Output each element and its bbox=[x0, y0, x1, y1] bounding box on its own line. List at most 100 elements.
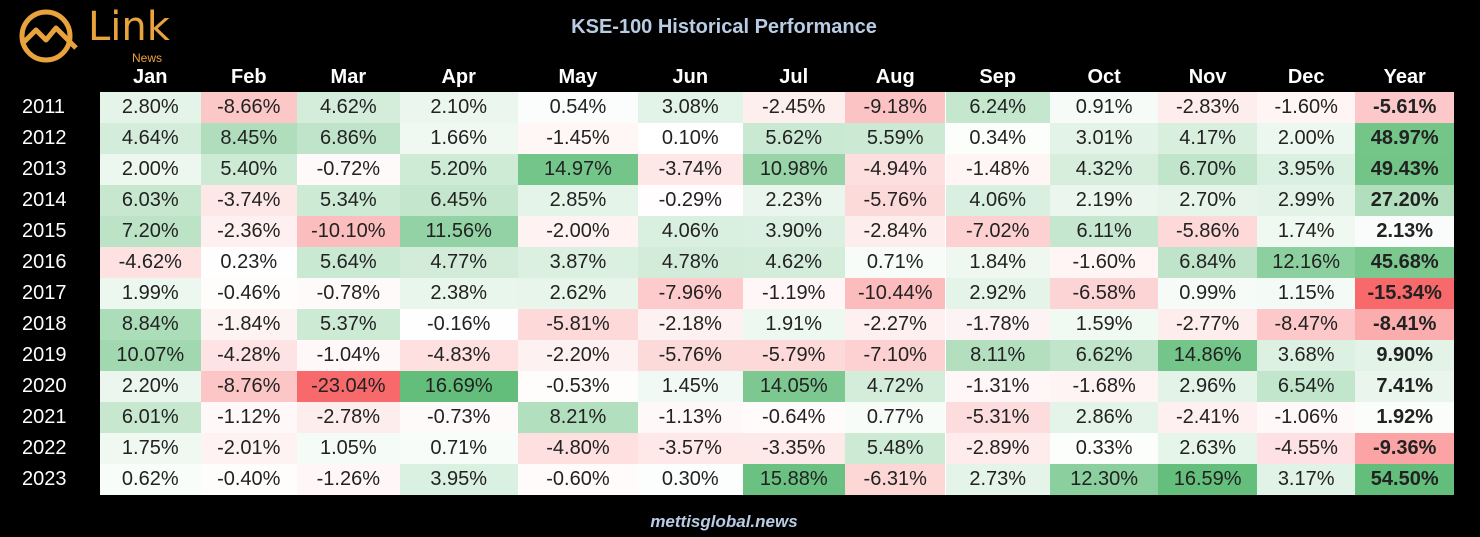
cell-2021-jun: -1.13% bbox=[638, 402, 743, 433]
row-label-2011: 2011 bbox=[22, 96, 66, 118]
column-header-year: Year bbox=[1383, 66, 1426, 88]
column-header-dec: Dec bbox=[1287, 66, 1325, 88]
cell-2020-jan: 2.20% bbox=[100, 371, 201, 402]
cell-2022-jul: -3.35% bbox=[742, 433, 845, 464]
cell-2023-jun: 0.30% bbox=[638, 464, 743, 495]
column-header-sep: Sep bbox=[979, 66, 1017, 88]
cell-2013-dec: 3.95% bbox=[1256, 154, 1356, 185]
row-label-2019: 2019 bbox=[22, 344, 67, 366]
cell-2018-year: -8.41% bbox=[1355, 309, 1454, 340]
logo: Link News bbox=[16, 4, 186, 66]
cell-2012-jul: 5.62% bbox=[742, 123, 845, 154]
cell-2013-year: 49.43% bbox=[1355, 154, 1454, 185]
column-header-nov: Nov bbox=[1188, 66, 1227, 88]
cell-2019-jun: -5.76% bbox=[638, 340, 743, 371]
cell-2020-jun: 1.45% bbox=[638, 371, 743, 402]
cell-2016-oct: -1.60% bbox=[1049, 247, 1159, 278]
cell-2023-nov: 16.59% bbox=[1158, 464, 1257, 495]
column-header-feb: Feb bbox=[231, 66, 267, 88]
cell-2012-dec: 2.00% bbox=[1256, 123, 1356, 154]
cell-2020-feb: -8.76% bbox=[200, 371, 298, 402]
cell-2023-dec: 3.17% bbox=[1256, 464, 1356, 495]
cell-2015-feb: -2.36% bbox=[200, 216, 298, 247]
cell-2015-aug: -2.84% bbox=[844, 216, 946, 247]
row-label-2012: 2012 bbox=[22, 127, 67, 149]
cell-2013-jun: -3.74% bbox=[638, 154, 743, 185]
cell-2014-jun: -0.29% bbox=[638, 185, 743, 216]
row-label-2013: 2013 bbox=[22, 158, 67, 180]
row-label-2016: 2016 bbox=[22, 251, 67, 273]
cell-2014-jan: 6.03% bbox=[100, 185, 201, 216]
cell-2019-feb: -4.28% bbox=[200, 340, 298, 371]
cell-2020-jul: 14.05% bbox=[742, 371, 845, 402]
cell-2015-apr: 11.56% bbox=[399, 216, 518, 247]
cell-2018-oct: 1.59% bbox=[1049, 309, 1159, 340]
cell-2015-year: 2.13% bbox=[1355, 216, 1454, 247]
cell-2016-year: 45.68% bbox=[1355, 247, 1454, 278]
cell-2016-apr: 4.77% bbox=[399, 247, 518, 278]
cell-2021-nov: -2.41% bbox=[1158, 402, 1257, 433]
cell-2014-mar: 5.34% bbox=[297, 185, 400, 216]
cell-2019-year: 9.90% bbox=[1355, 340, 1454, 371]
cell-2014-aug: -5.76% bbox=[844, 185, 946, 216]
cell-2018-may: -5.81% bbox=[517, 309, 639, 340]
logo-sub: News bbox=[132, 51, 163, 65]
cell-2012-apr: 1.66% bbox=[399, 123, 518, 154]
cell-2022-jan: 1.75% bbox=[100, 433, 201, 464]
cell-2016-jun: 4.78% bbox=[638, 247, 743, 278]
cell-2017-feb: -0.46% bbox=[200, 278, 298, 309]
cell-2020-sep: -1.31% bbox=[945, 371, 1050, 402]
cell-2015-sep: -7.02% bbox=[945, 216, 1050, 247]
cell-2016-feb: 0.23% bbox=[200, 247, 298, 278]
cell-2013-nov: 6.70% bbox=[1158, 154, 1257, 185]
column-header-aug: Aug bbox=[875, 66, 915, 88]
cell-2021-oct: 2.86% bbox=[1049, 402, 1159, 433]
cell-2012-feb: 8.45% bbox=[200, 123, 298, 154]
chart-title: KSE-100 Historical Performance bbox=[571, 16, 877, 38]
cell-2022-jun: -3.57% bbox=[638, 433, 743, 464]
column-header-oct: Oct bbox=[1087, 66, 1121, 88]
cell-2019-mar: -1.04% bbox=[297, 340, 400, 371]
cell-2015-jan: 7.20% bbox=[100, 216, 201, 247]
cell-2018-jul: 1.91% bbox=[742, 309, 845, 340]
cell-2021-sep: -5.31% bbox=[945, 402, 1050, 433]
cell-2012-nov: 4.17% bbox=[1158, 123, 1257, 154]
cell-2016-may: 3.87% bbox=[517, 247, 639, 278]
cell-2020-oct: -1.68% bbox=[1049, 371, 1159, 402]
cell-2023-feb: -0.40% bbox=[200, 464, 298, 495]
cell-2014-nov: 2.70% bbox=[1158, 185, 1257, 216]
cell-2019-apr: -4.83% bbox=[399, 340, 518, 371]
column-header-jul: Jul bbox=[779, 66, 809, 88]
column-header-may: May bbox=[558, 66, 598, 88]
cell-2013-apr: 5.20% bbox=[399, 154, 518, 185]
cell-2018-feb: -1.84% bbox=[200, 309, 298, 340]
cell-2023-jul: 15.88% bbox=[742, 464, 845, 495]
cell-2023-aug: -6.31% bbox=[844, 464, 946, 495]
cell-2023-sep: 2.73% bbox=[945, 464, 1050, 495]
cell-2012-jun: 0.10% bbox=[638, 123, 743, 154]
cell-2012-oct: 3.01% bbox=[1049, 123, 1159, 154]
cell-2014-feb: -3.74% bbox=[200, 185, 298, 216]
cell-2013-jan: 2.00% bbox=[100, 154, 201, 185]
cell-2011-oct: 0.91% bbox=[1049, 92, 1159, 123]
row-label-2022: 2022 bbox=[22, 437, 67, 459]
cell-2017-aug: -10.44% bbox=[844, 278, 946, 309]
column-header-jun: Jun bbox=[672, 66, 709, 88]
cell-2013-jul: 10.98% bbox=[742, 154, 845, 185]
cell-2018-aug: -2.27% bbox=[844, 309, 946, 340]
cell-2017-may: 2.62% bbox=[517, 278, 639, 309]
row-label-2017: 2017 bbox=[22, 282, 67, 304]
cell-2016-aug: 0.71% bbox=[844, 247, 946, 278]
cell-2011-nov: -2.83% bbox=[1158, 92, 1257, 123]
cell-2022-year: -9.36% bbox=[1355, 433, 1454, 464]
cell-2012-jan: 4.64% bbox=[100, 123, 201, 154]
heatmap-table: 2.80% -8.66% 4.62% 2.10% 0.54% 3.08% -2.45% -9.… bbox=[100, 92, 1454, 495]
cell-2014-may: 2.85% bbox=[517, 185, 639, 216]
cell-2015-mar: -10.10% bbox=[297, 216, 400, 247]
cell-2022-aug: 5.48% bbox=[844, 433, 946, 464]
cell-2017-sep: 2.92% bbox=[945, 278, 1050, 309]
row-label-2015: 2015 bbox=[22, 220, 67, 242]
column-header-jan: Jan bbox=[133, 66, 168, 88]
cell-2021-jul: -0.64% bbox=[742, 402, 845, 433]
cell-2015-may: -2.00% bbox=[517, 216, 639, 247]
